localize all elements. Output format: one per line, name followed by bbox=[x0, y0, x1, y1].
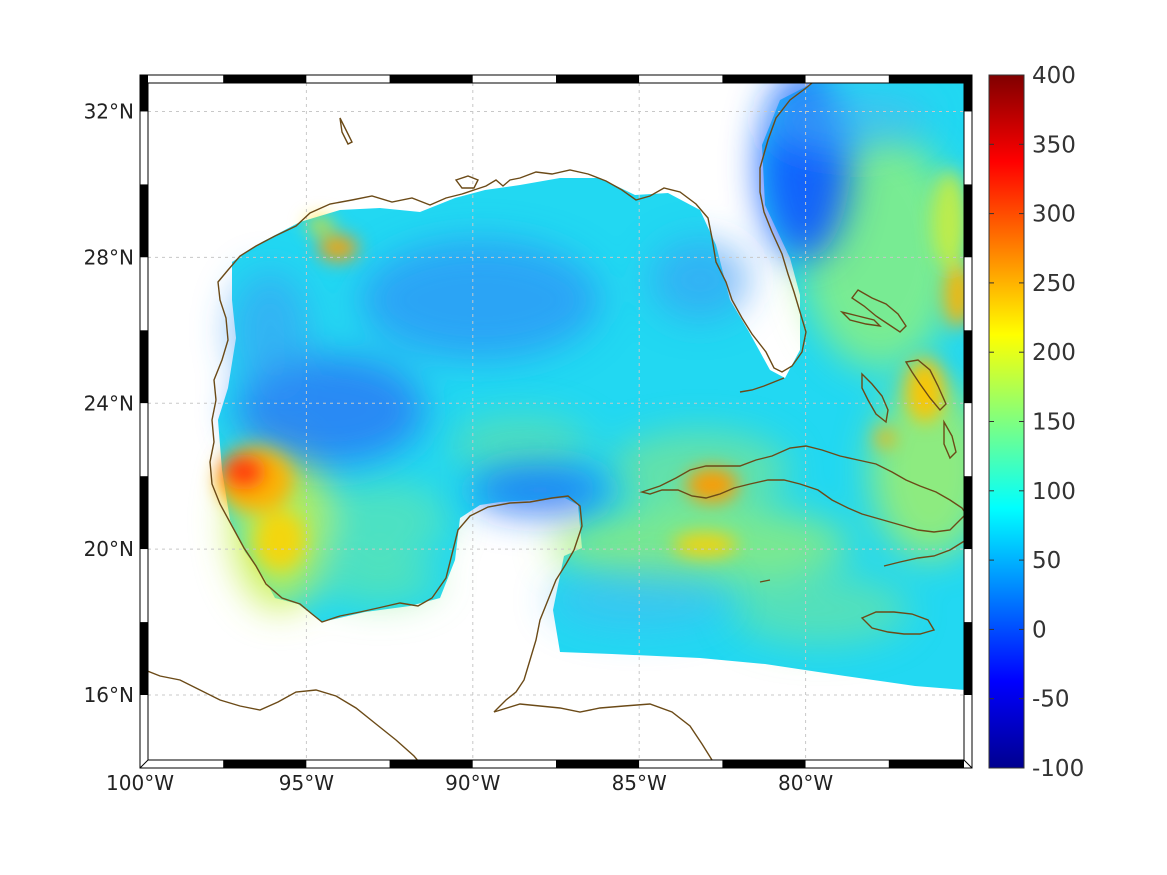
frame-segment-right bbox=[964, 476, 972, 550]
colorbar-tick-label: 400 bbox=[1032, 63, 1076, 89]
colorbar-tick-label: 50 bbox=[1032, 548, 1061, 574]
frame-outer bbox=[139, 74, 973, 769]
frame-segment-right bbox=[964, 111, 972, 185]
frame-segment-left bbox=[140, 111, 148, 185]
lat-tick-label: 32°N bbox=[84, 99, 134, 123]
coast-florida-keys bbox=[739, 377, 785, 393]
frame-segment-bottom bbox=[805, 760, 889, 768]
colorbar-tick-label: 100 bbox=[1032, 479, 1076, 505]
frame-segment-bottom bbox=[556, 760, 640, 768]
frame-segment-bottom bbox=[140, 760, 224, 768]
frame-segment-left bbox=[140, 257, 148, 331]
colorbar-tick-label: 200 bbox=[1032, 340, 1076, 366]
colorbar-tick-label: -50 bbox=[1032, 687, 1070, 713]
frame-segment-top bbox=[223, 75, 307, 83]
coast-hispaniola bbox=[883, 539, 965, 567]
coast-texas-islands bbox=[339, 117, 353, 145]
colorbar-gradient bbox=[988, 74, 1025, 769]
frame-segment-bottom bbox=[888, 760, 972, 768]
frame-segment-left bbox=[140, 403, 148, 477]
coast-cayman bbox=[759, 579, 771, 583]
frame-segment-top bbox=[639, 75, 723, 83]
frame-segment-bottom bbox=[639, 760, 723, 768]
frame-segment-left bbox=[140, 695, 148, 768]
frame-segment-top bbox=[306, 75, 390, 83]
longitude-labels: 100°W 95°W 90°W 85°W 80°W bbox=[106, 771, 833, 795]
frame-segment-left bbox=[140, 549, 148, 623]
frame-segment-bottom bbox=[722, 760, 806, 768]
frame-segment-top bbox=[472, 75, 556, 83]
frame-segment-top bbox=[140, 75, 224, 83]
coast-bahamas-grand bbox=[839, 310, 882, 327]
frame-segment-left bbox=[140, 330, 148, 404]
latitude-labels: 32°N 28°N 24°N 20°N 16°N bbox=[84, 99, 134, 707]
frame-segment-right bbox=[964, 330, 972, 404]
colorbar-tick-label: 350 bbox=[1032, 132, 1076, 158]
lon-tick-label: 80°W bbox=[778, 771, 833, 795]
colorbar-tick-label: 0 bbox=[1032, 617, 1047, 643]
coast-pacific bbox=[148, 670, 419, 760]
frame-segment-top bbox=[389, 75, 473, 83]
colorbar-ticks: 400 350 300 250 200 150 100 50 0 -50 -100 bbox=[989, 63, 1084, 782]
frame-corner bbox=[139, 74, 149, 84]
frame-corner bbox=[139, 759, 149, 769]
coast-central-america bbox=[493, 703, 713, 760]
coast-mexico-gulf bbox=[209, 399, 583, 623]
lon-tick-label: 85°W bbox=[612, 771, 667, 795]
lat-tick-label: 24°N bbox=[84, 391, 134, 415]
lat-tick-label: 28°N bbox=[84, 245, 134, 269]
frame-corner bbox=[963, 74, 973, 84]
frame-segment-bottom bbox=[389, 760, 473, 768]
colorbar-tick-label: 250 bbox=[1032, 271, 1076, 297]
lon-tick-label: 100°W bbox=[106, 771, 174, 795]
colorbar: 400 350 300 250 200 150 100 50 0 -50 -100 bbox=[988, 63, 1084, 782]
frame-segment-right bbox=[964, 622, 972, 696]
frame-segment-left bbox=[140, 75, 148, 112]
frame-segment-top bbox=[805, 75, 889, 83]
lon-tick-label: 90°W bbox=[445, 771, 500, 795]
lon-tick-label: 95°W bbox=[279, 771, 334, 795]
coast-jamaica bbox=[860, 611, 936, 635]
frame-segment-right bbox=[964, 75, 972, 112]
coast-us-gulf bbox=[213, 83, 814, 401]
frame-segment-left bbox=[140, 184, 148, 258]
lat-tick-label: 16°N bbox=[84, 683, 134, 707]
coast-lake-pontchartrain bbox=[454, 175, 479, 189]
colorbar-tick-label: 300 bbox=[1032, 202, 1076, 228]
ocean-data-field bbox=[217, 83, 965, 690]
frame-segment-top bbox=[556, 75, 640, 83]
frame-segment-bottom bbox=[223, 760, 307, 768]
frame-segment-right bbox=[964, 695, 972, 768]
hot-spots bbox=[217, 170, 965, 570]
frame-segment-left bbox=[140, 476, 148, 550]
coast-bahamas-abaco bbox=[850, 289, 907, 333]
frame-segment-right bbox=[964, 549, 972, 623]
coast-cuba bbox=[639, 445, 965, 533]
frame-segment-right bbox=[964, 184, 972, 258]
colorbar-tick-label: -100 bbox=[1032, 756, 1084, 782]
coast-yucatan-east bbox=[493, 549, 575, 713]
coast-bahamas-andros bbox=[861, 372, 889, 424]
coast-bahamas-long bbox=[943, 419, 957, 460]
graticule-grid bbox=[148, 83, 964, 760]
frame-segment-top bbox=[722, 75, 806, 83]
frame-inner bbox=[147, 82, 965, 761]
frame-segment-top bbox=[888, 75, 972, 83]
frame-corner bbox=[963, 759, 973, 769]
frame-segment-bottom bbox=[306, 760, 390, 768]
colorbar-tick-label: 150 bbox=[1032, 410, 1076, 436]
frame-segment-bottom bbox=[472, 760, 556, 768]
frame-segment-right bbox=[964, 403, 972, 477]
map-frame bbox=[139, 74, 973, 769]
lat-tick-label: 20°N bbox=[84, 537, 134, 561]
coast-bahamas-eleuthera bbox=[904, 359, 947, 412]
frame-segment-left bbox=[140, 622, 148, 696]
coastline bbox=[148, 83, 965, 760]
frame-segment-right bbox=[964, 257, 972, 331]
